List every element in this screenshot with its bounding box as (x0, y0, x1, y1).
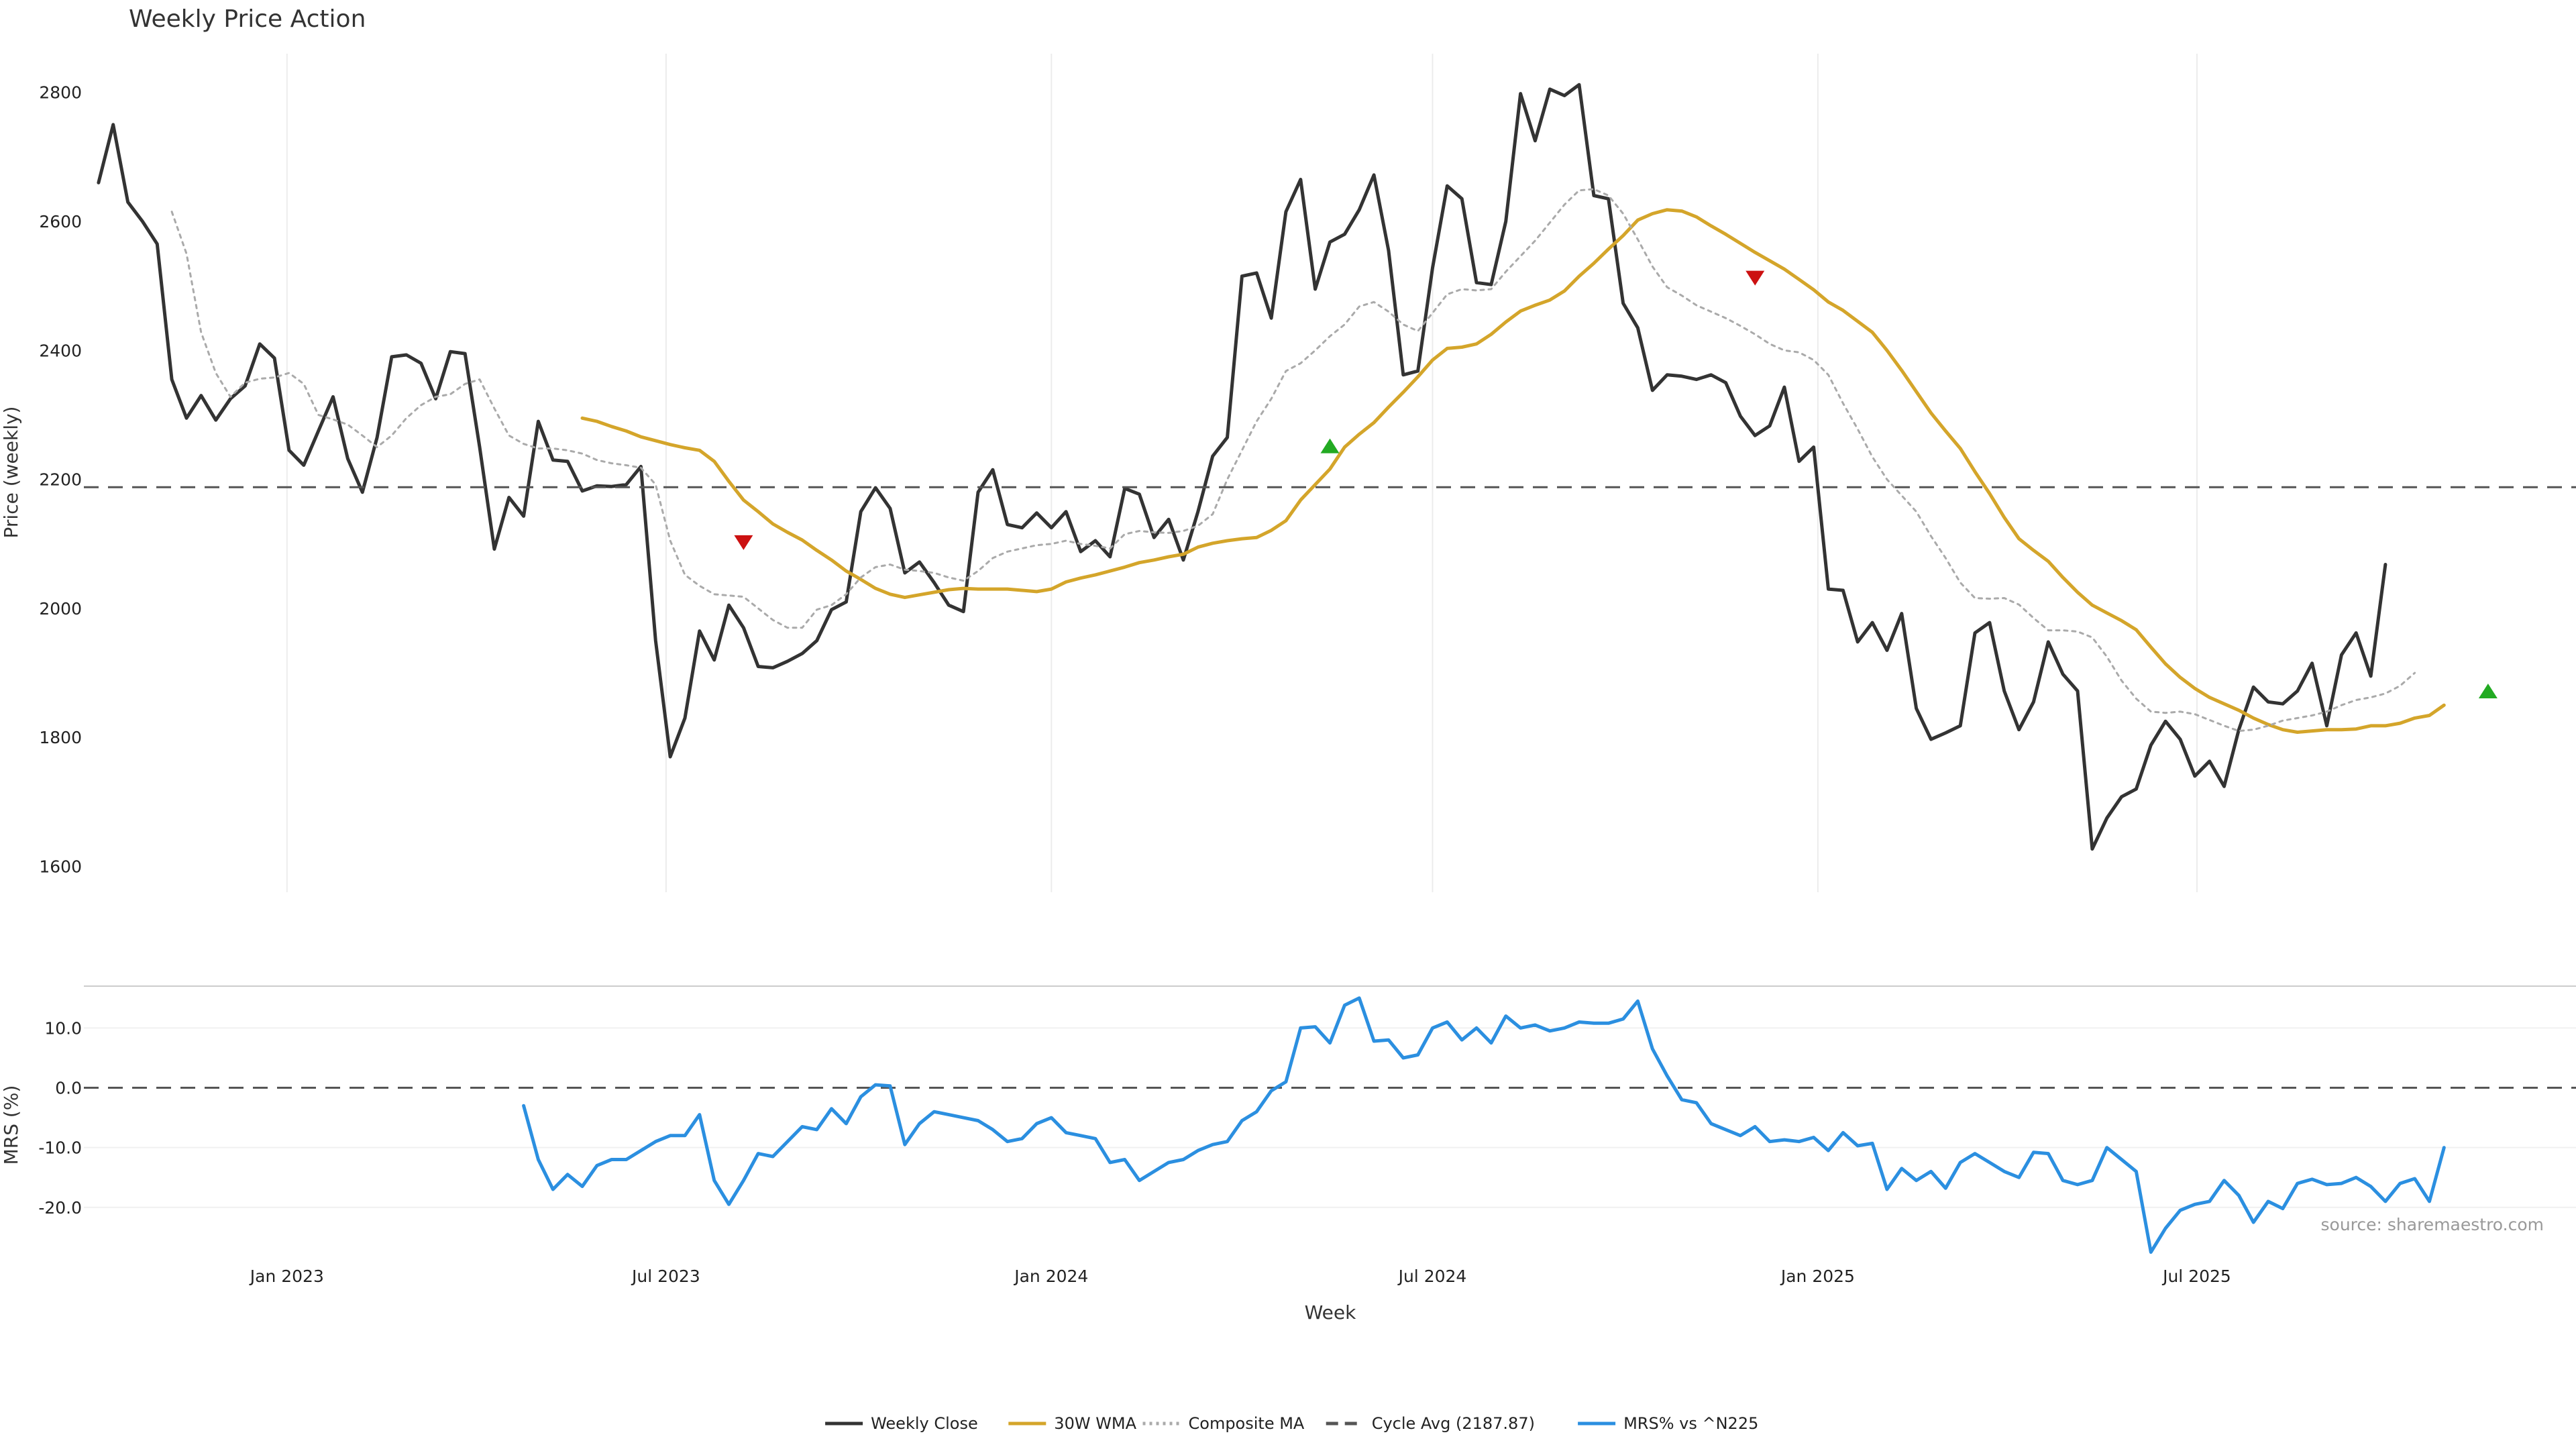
price-y-tick-label: 2200 (39, 470, 82, 490)
x-tick-label: Jan 2023 (249, 1267, 324, 1286)
legend-label: MRS% vs ^N225 (1623, 1414, 1758, 1433)
mrs-y-tick-label: -10.0 (38, 1138, 82, 1158)
series-30w-wma (580, 208, 2446, 734)
mrs-y-ticks: 10.0 0.0 -10.0 -20.0 (38, 1018, 82, 1217)
legend-label: Cycle Avg (2187.87) (1372, 1414, 1535, 1433)
mrs-y-tick-label: 10.0 (44, 1018, 82, 1038)
x-tick-label: Jan 2024 (1013, 1267, 1088, 1286)
chart-title: Weekly Price Action (129, 5, 366, 33)
x-tick-label: Jul 2023 (631, 1267, 700, 1286)
mrs-y-tick-label: -20.0 (38, 1198, 82, 1218)
mrs-y-axis-label: MRS (%) (0, 1085, 22, 1165)
x-tick-label: Jan 2025 (1780, 1267, 1855, 1286)
x-tick-label: Jul 2025 (2161, 1267, 2231, 1286)
mrs-grid (84, 1027, 2576, 1208)
price-series (84, 83, 2576, 851)
legend-item-weekly-close: Weekly Close (825, 1414, 978, 1433)
signal-marker-up (2478, 684, 2498, 698)
price-y-axis-label: Price (weekly) (0, 407, 22, 539)
legend-label: 30W WMA (1054, 1414, 1136, 1433)
signal-marker-up (1320, 438, 1340, 453)
legend-item-composite-ma: Composite MA (1142, 1414, 1305, 1433)
price-y-tick-label: 2600 (39, 212, 82, 231)
price-y-tick-label: 2800 (39, 83, 82, 103)
legend: Weekly Close 30W WMA Composite MA Cycle Avg… (825, 1414, 1758, 1433)
price-y-ticks: 1600 1800 2000 2200 2400 2600 2800 (39, 83, 82, 877)
mrs-y-tick-label: 0.0 (55, 1079, 82, 1098)
series-weekly-close (97, 83, 2387, 851)
mrs-series (522, 996, 2446, 1254)
x-axis-ticks: Jan 2023 Jul 2023 Jan 2024 Jul 2024 Jan 2025… (249, 1267, 2231, 1286)
signal-marker-down (1746, 270, 1765, 286)
source-note: source: sharemaestro.com (2321, 1215, 2544, 1234)
price-y-tick-label: 2000 (39, 599, 82, 619)
price-y-tick-label: 2400 (39, 341, 82, 360)
price-y-tick-label: 1600 (39, 857, 82, 877)
signal-marker-down (734, 535, 753, 550)
series-composite-ma (170, 188, 2416, 733)
legend-item-cycle-avg-2187-87: Cycle Avg (2187.87) (1326, 1414, 1535, 1433)
price-y-tick-label: 1800 (39, 728, 82, 747)
x-tick-label: Jul 2024 (1397, 1267, 1467, 1286)
series-mrs-vs-n225 (522, 996, 2446, 1254)
legend-label: Composite MA (1189, 1414, 1305, 1433)
legend-item-30w-wma: 30W WMA (1008, 1414, 1137, 1433)
signal-markers (734, 270, 2498, 698)
legend-item-mrs-vs-n225: MRS% vs ^N225 (1578, 1414, 1758, 1433)
legend-label: Weekly Close (871, 1414, 978, 1433)
x-axis-label: Week (1305, 1301, 1356, 1324)
